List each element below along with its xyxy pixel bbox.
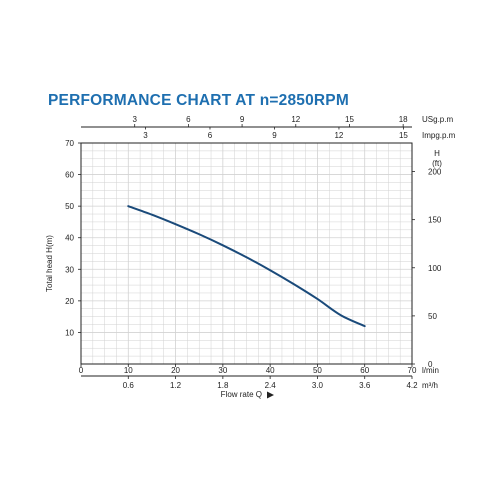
x-tick-label: 50 [313, 366, 322, 375]
x-axis-label: Flow rate Q [221, 390, 262, 399]
m3h-tick-label: 3.6 [359, 381, 371, 390]
y-tick-label: 20 [65, 297, 74, 306]
x-axis-unit-m3h: m³/h [422, 381, 438, 390]
y-tick-label: 10 [65, 328, 74, 337]
y-tick-label: 70 [65, 139, 74, 148]
x-tick-label: 20 [171, 366, 180, 375]
performance-curve [127, 205, 366, 328]
usgpm-tick-label: 6 [186, 115, 191, 124]
right-axis-label-unit: (ft) [432, 159, 442, 168]
usgpm-tick-label: 9 [240, 115, 245, 124]
x-axis-unit-lmin: l/min [422, 366, 439, 375]
y-axis-label: Total head H(m) [45, 235, 54, 292]
top-axis-unit-usgpm: USg.p.m [422, 115, 453, 124]
usgpm-tick-label: 3 [132, 115, 137, 124]
ft-tick-label: 100 [428, 264, 442, 273]
y-tick-label: 60 [65, 171, 74, 180]
impgpm-tick-label: 3 [143, 131, 148, 140]
usgpm-tick-label: 15 [345, 115, 354, 124]
m3h-tick-label: 1.2 [170, 381, 182, 390]
right-axis-label-h: H [434, 149, 440, 158]
m3h-tick-label: 2.4 [265, 381, 277, 390]
x-tick-label: 30 [218, 366, 227, 375]
x-tick-label: 0 [79, 366, 84, 375]
usgpm-tick-label: 12 [291, 115, 300, 124]
x-tick-label: 60 [360, 366, 369, 375]
series [127, 205, 366, 328]
grid [80, 142, 413, 365]
impgpm-tick-label: 9 [272, 131, 277, 140]
y-tick-label: 40 [65, 234, 74, 243]
x-axis-arrow-icon [267, 391, 274, 399]
impgpm-tick-label: 12 [334, 131, 343, 140]
impgpm-tick-label: 15 [399, 131, 408, 140]
m3h-tick-label: 1.8 [217, 381, 229, 390]
x-tick-label: 40 [266, 366, 275, 375]
x-tick-label: 10 [124, 366, 133, 375]
ft-tick-label: 0 [428, 360, 433, 369]
impgpm-tick-label: 6 [208, 131, 213, 140]
y-tick-label: 30 [65, 265, 74, 274]
axes: 10 20 30 40 50 60 70 0 50 100 150 200 0 10 20 30 40 50 60 7… [65, 115, 442, 390]
x-tick-label: 70 [408, 366, 417, 375]
usgpm-tick-label: 18 [399, 115, 408, 124]
ft-tick-label: 50 [428, 312, 437, 321]
ft-tick-label: 150 [428, 216, 442, 225]
top-axis-unit-impgpm: Impg.p.m [422, 131, 456, 140]
plot-frame [80, 142, 413, 365]
m3h-tick-label: 3.0 [312, 381, 324, 390]
m3h-tick-label: 4.2 [406, 381, 418, 390]
m3h-tick-label: 0.6 [123, 381, 135, 390]
y-tick-label: 50 [65, 202, 74, 211]
chart-title: PERFORMANCE CHART AT n=2850RPM [48, 92, 349, 109]
ft-tick-label: 200 [428, 168, 442, 177]
